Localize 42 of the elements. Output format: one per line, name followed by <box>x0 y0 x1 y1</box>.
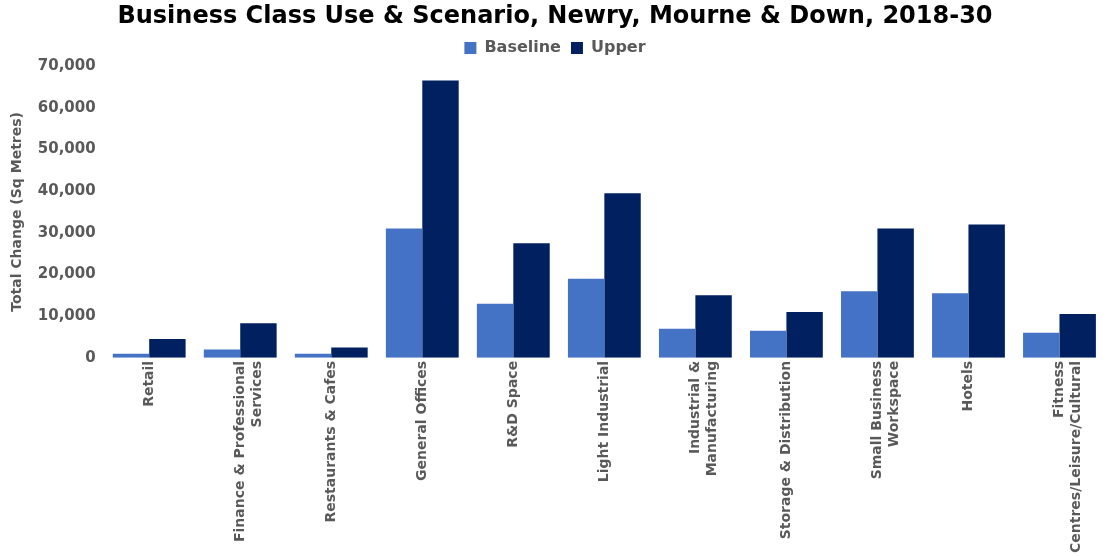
bar <box>749 330 787 358</box>
chart-title: Business Class Use & Scenario, Newry, Mourne & Down, 2018-30 <box>116 0 994 30</box>
bar <box>658 328 696 358</box>
y-tick-label: 0 <box>85 347 96 366</box>
x-tick-label: Restaurants & Cafes <box>321 360 338 523</box>
bar <box>240 323 277 358</box>
y-tick-label: 60,000 <box>37 97 96 116</box>
x-tick-label: Retail <box>139 360 156 407</box>
bar <box>1023 332 1060 358</box>
x-tick-label: Light Industrial <box>594 360 611 483</box>
y-tick-label: 20,000 <box>37 264 96 283</box>
x-tick-label: General Offices <box>412 360 429 481</box>
y-tick-label: 30,000 <box>37 222 96 241</box>
bar <box>841 291 878 358</box>
bar <box>331 347 368 358</box>
x-tick-label: Finance & Professional Services <box>230 360 264 543</box>
bar <box>786 311 823 358</box>
bar <box>695 295 732 358</box>
y-tick-label: 70,000 <box>37 55 96 74</box>
bar <box>968 224 1005 358</box>
bar <box>1059 314 1096 358</box>
x-tick-label: Fitness Centres/Leisure/Cultural <box>1050 360 1083 553</box>
y-axis-title: Total Change (Sq Metres) <box>8 112 25 312</box>
bar <box>604 193 641 358</box>
x-tick-label: Small Business Workspace <box>868 360 901 480</box>
x-tick-label: Storage & Distribution <box>777 360 794 540</box>
bar <box>513 243 550 358</box>
y-tick-label: 40,000 <box>37 180 96 199</box>
bar <box>567 278 605 358</box>
legend-label: Baseline <box>484 37 562 57</box>
x-tick-label: Hotels <box>959 360 976 412</box>
x-tick-label: Industrial & Manufacturing <box>686 360 719 477</box>
legend-label: Upper <box>590 37 646 57</box>
bar <box>385 228 423 358</box>
y-tick-label: 50,000 <box>37 139 96 158</box>
bar <box>476 303 514 358</box>
bar <box>149 339 186 358</box>
x-tick-label: R&D Space <box>503 360 520 448</box>
y-tick-label: 10,000 <box>37 306 96 325</box>
bar <box>877 228 914 358</box>
bar <box>422 80 459 358</box>
bar <box>932 293 969 358</box>
